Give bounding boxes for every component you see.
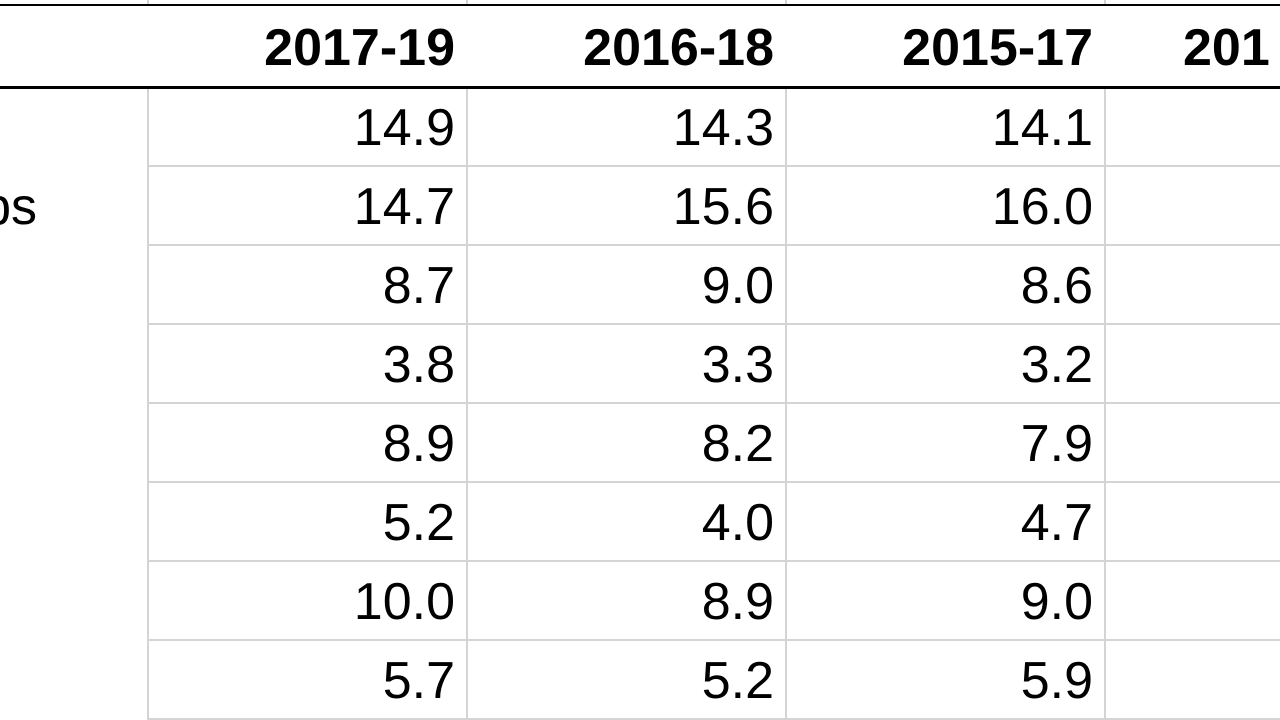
cell: 3.3: [701, 336, 774, 394]
cell: 3.8: [382, 336, 455, 394]
cell: 8.9: [701, 573, 774, 631]
column-divider: [147, 89, 149, 720]
cell: 8.6: [1020, 257, 1093, 315]
column-header: 2016-18: [583, 19, 774, 77]
top-border: [0, 4, 1280, 6]
cell: 5.9: [1020, 652, 1093, 710]
cell: 5.7: [382, 652, 455, 710]
cell: 5.2: [382, 494, 455, 552]
cell: 3.2: [1020, 336, 1093, 394]
column-divider: [466, 0, 468, 4]
row-divider: [148, 402, 1280, 404]
column-header: 2015-17: [902, 19, 1093, 77]
row-divider: [148, 639, 1280, 641]
row-divider: [148, 323, 1280, 325]
column-header: 201: [1183, 19, 1270, 77]
cell: 7.9: [1020, 415, 1093, 473]
row-divider: [148, 718, 1280, 720]
cell: 16.0: [991, 178, 1093, 236]
row-label: ps: [0, 178, 37, 236]
cell: 9.0: [1020, 573, 1093, 631]
column-divider: [1104, 0, 1106, 4]
cell: 8.9: [382, 415, 455, 473]
row-divider: [148, 165, 1280, 167]
header-border: [0, 86, 1280, 89]
column-divider: [147, 0, 149, 4]
cell: 10.0: [353, 573, 455, 631]
column-header: 2017-19: [264, 19, 455, 77]
cell: 4.7: [1020, 494, 1093, 552]
column-divider: [785, 0, 787, 4]
cell: 15.6: [672, 178, 774, 236]
cell: 4.0: [701, 494, 774, 552]
cell: 8.7: [382, 257, 455, 315]
cell: 5.2: [701, 652, 774, 710]
column-divider: [466, 89, 468, 720]
cell: 14.1: [991, 99, 1093, 157]
cell: 14.3: [672, 99, 774, 157]
row-divider: [148, 244, 1280, 246]
cell: 9.0: [701, 257, 774, 315]
cell: 14.7: [353, 178, 455, 236]
column-divider: [785, 89, 787, 720]
column-divider: [1104, 89, 1106, 720]
row-divider: [148, 481, 1280, 483]
row-divider: [148, 560, 1280, 562]
cell: 8.2: [701, 415, 774, 473]
cell: 14.9: [353, 99, 455, 157]
